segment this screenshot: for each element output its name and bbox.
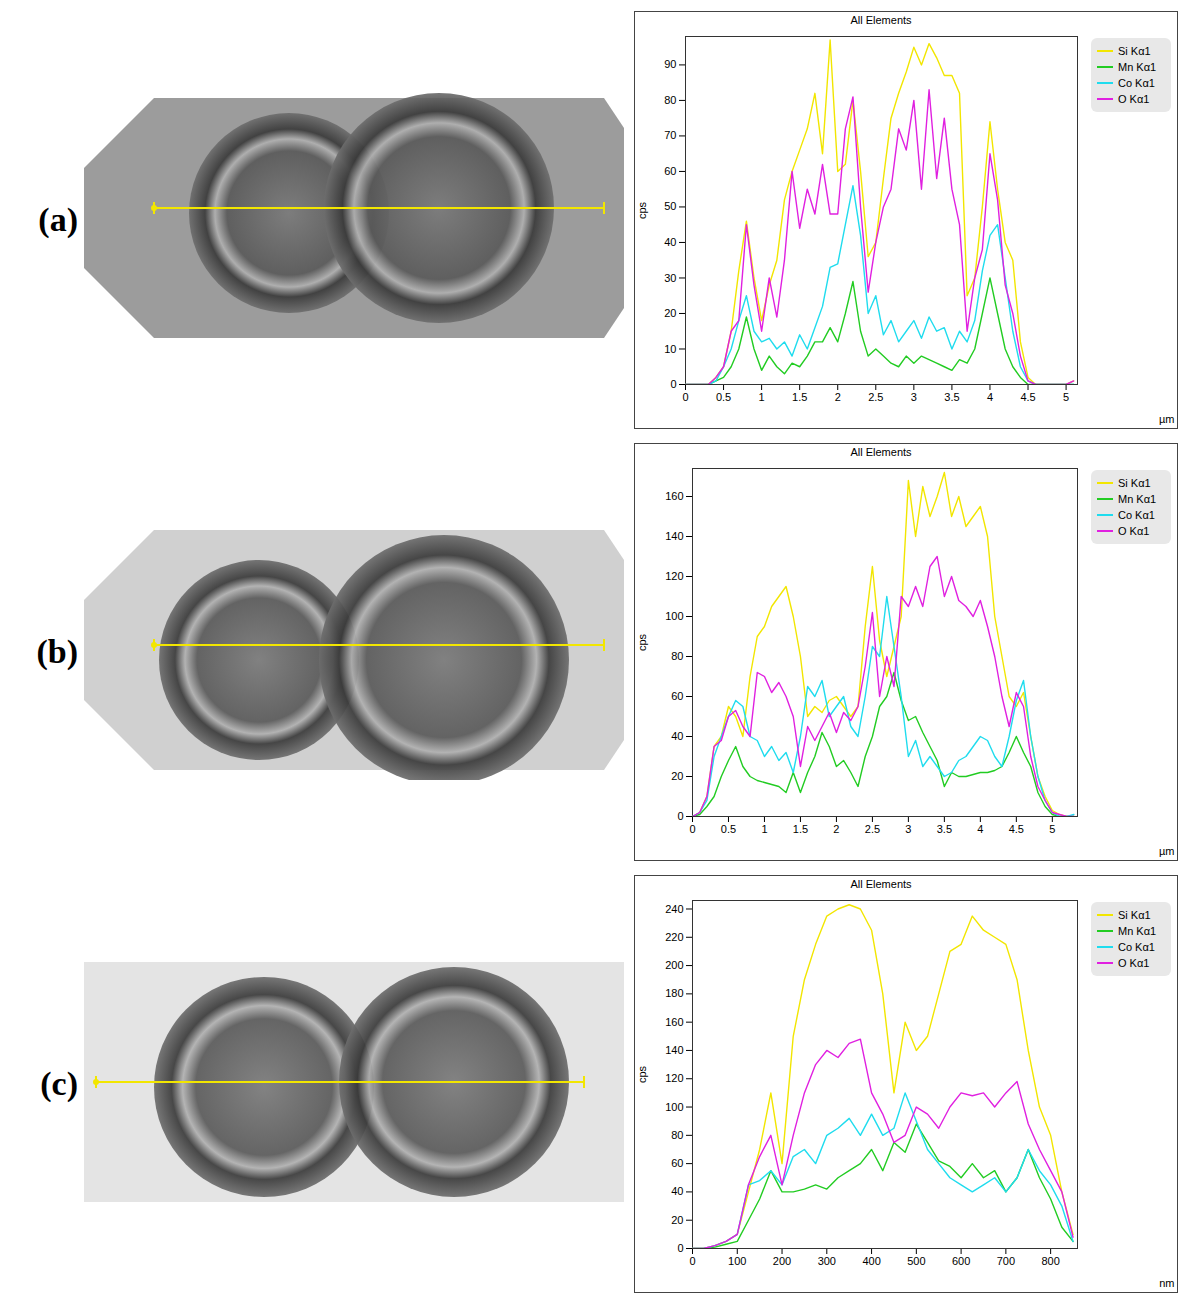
svg-text:cps: cps [636, 1065, 648, 1083]
svg-text:1: 1 [761, 823, 767, 835]
svg-text:20: 20 [671, 1214, 683, 1226]
svg-text:0: 0 [677, 1242, 683, 1254]
svg-text:50: 50 [664, 200, 676, 212]
svg-text:80: 80 [664, 94, 676, 106]
svg-text:cps: cps [636, 633, 648, 651]
svg-text:0: 0 [682, 391, 688, 403]
html-text:(c): (c) [40, 1065, 78, 1102]
svg-text:200: 200 [773, 1255, 791, 1267]
svg-text:3: 3 [911, 391, 917, 403]
html-text:O Kα1: O Kα1 [1118, 93, 1150, 105]
svg-text:1.5: 1.5 [793, 823, 808, 835]
svg-text:3.5: 3.5 [937, 823, 952, 835]
html-text:Co Kα1: Co Kα1 [1118, 77, 1155, 89]
html-text:All Elements: All Elements [850, 446, 912, 458]
svg-text:160: 160 [665, 1016, 683, 1028]
svg-text:100: 100 [665, 1101, 683, 1113]
svg-text:700: 700 [997, 1255, 1015, 1267]
svg-text:220: 220 [665, 931, 683, 943]
svg-text:60: 60 [664, 165, 676, 177]
svg-text:100: 100 [665, 610, 683, 622]
svg-text:nm: nm [1159, 1277, 1174, 1289]
svg-text:0.5: 0.5 [721, 823, 736, 835]
svg-text:4.5: 4.5 [1009, 823, 1024, 835]
svg-text:60: 60 [671, 1157, 683, 1169]
html-text:Si Kα1: Si Kα1 [1118, 45, 1151, 57]
svg-text:600: 600 [952, 1255, 970, 1267]
svg-text:80: 80 [671, 1129, 683, 1141]
svg-text:300: 300 [818, 1255, 836, 1267]
svg-text:3.5: 3.5 [944, 391, 959, 403]
svg-text:4: 4 [977, 823, 983, 835]
svg-text:500: 500 [907, 1255, 925, 1267]
svg-text:40: 40 [671, 730, 683, 742]
svg-text:cps: cps [636, 201, 648, 219]
svg-text:4: 4 [987, 391, 993, 403]
html-text:Mn Kα1: Mn Kα1 [1118, 493, 1157, 505]
svg-text:140: 140 [665, 530, 683, 542]
html-text:Mn Kα1: Mn Kα1 [1118, 61, 1157, 73]
svg-text:0: 0 [689, 1255, 695, 1267]
svg-text:180: 180 [665, 987, 683, 999]
svg-text:2.5: 2.5 [865, 823, 880, 835]
svg-text:1: 1 [759, 391, 765, 403]
svg-text:4.5: 4.5 [1020, 391, 1035, 403]
html-text:All Elements: All Elements [850, 878, 912, 890]
svg-text:3: 3 [905, 823, 911, 835]
svg-text:40: 40 [664, 236, 676, 248]
svg-text:20: 20 [664, 307, 676, 319]
svg-text:5: 5 [1049, 823, 1055, 835]
html-text:(a): (a) [38, 201, 78, 238]
svg-text:70: 70 [664, 129, 676, 141]
svg-text:120: 120 [665, 1072, 683, 1084]
svg-text:2.5: 2.5 [868, 391, 883, 403]
svg-text:1.5: 1.5 [792, 391, 807, 403]
svg-text:0: 0 [677, 810, 683, 822]
svg-text:µm: µm [1159, 845, 1175, 857]
html-text:Mn Kα1: Mn Kα1 [1118, 925, 1157, 937]
svg-text:10: 10 [664, 343, 676, 355]
svg-text:160: 160 [665, 490, 683, 502]
html-text:Co Kα1: Co Kα1 [1118, 941, 1155, 953]
svg-text:5: 5 [1063, 391, 1069, 403]
svg-text:0: 0 [689, 823, 695, 835]
svg-text:140: 140 [665, 1044, 683, 1056]
html-text:Si Kα1: Si Kα1 [1118, 477, 1151, 489]
html-text:All Elements: All Elements [850, 14, 912, 26]
svg-text:40: 40 [671, 1185, 683, 1197]
svg-text:µm: µm [1159, 413, 1175, 425]
svg-text:240: 240 [665, 903, 683, 915]
svg-text:60: 60 [671, 690, 683, 702]
html-text:O Kα1: O Kα1 [1118, 957, 1150, 969]
svg-text:400: 400 [862, 1255, 880, 1267]
svg-text:800: 800 [1041, 1255, 1059, 1267]
svg-text:2: 2 [833, 823, 839, 835]
svg-text:120: 120 [665, 570, 683, 582]
svg-text:90: 90 [664, 58, 676, 70]
svg-text:0: 0 [670, 378, 676, 390]
svg-text:30: 30 [664, 271, 676, 283]
svg-text:80: 80 [671, 650, 683, 662]
svg-text:20: 20 [671, 770, 683, 782]
svg-text:2: 2 [835, 391, 841, 403]
html-text:O Kα1: O Kα1 [1118, 525, 1150, 537]
html-text:Co Kα1: Co Kα1 [1118, 509, 1155, 521]
svg-text:100: 100 [728, 1255, 746, 1267]
svg-text:0.5: 0.5 [716, 391, 731, 403]
html-text:(b): (b) [36, 633, 78, 670]
html-text:Si Kα1: Si Kα1 [1118, 909, 1151, 921]
svg-text:200: 200 [665, 959, 683, 971]
